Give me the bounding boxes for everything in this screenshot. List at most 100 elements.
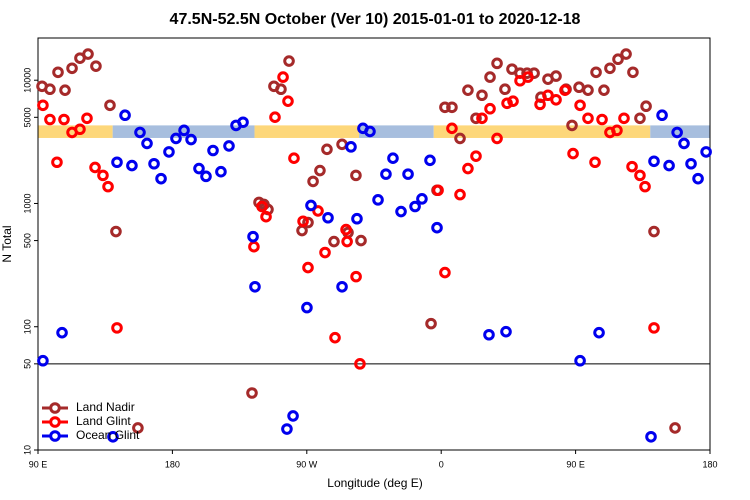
point (97, 169, 109, 182)
point (297, 215, 309, 228)
point (81, 112, 93, 125)
point (573, 81, 585, 94)
point (111, 156, 123, 169)
point (499, 83, 511, 96)
point (336, 280, 348, 293)
point (439, 266, 451, 279)
point (618, 112, 630, 125)
point (611, 124, 623, 137)
point (215, 165, 227, 178)
point (355, 234, 367, 247)
point (501, 97, 513, 110)
point (620, 48, 632, 60)
point (155, 172, 167, 185)
x-tick-label: 90 W (296, 459, 318, 469)
point (248, 240, 260, 253)
point (58, 113, 70, 126)
point (645, 430, 657, 443)
point (119, 109, 131, 122)
point (574, 354, 586, 367)
x-tick-label: 90 E (566, 459, 585, 469)
point (663, 159, 675, 172)
point (246, 387, 258, 399)
point (483, 328, 495, 341)
point (82, 48, 94, 60)
point (163, 146, 175, 158)
x-tick-label: 0 (439, 459, 444, 469)
point (639, 180, 651, 193)
point (500, 325, 512, 338)
point (678, 137, 690, 150)
y-tick-label: 100 (22, 319, 32, 334)
point (582, 84, 594, 96)
point (470, 150, 482, 162)
point (74, 123, 86, 136)
band-segment (433, 125, 651, 138)
point (648, 225, 660, 238)
point (51, 156, 63, 169)
point (542, 89, 554, 102)
point (454, 188, 466, 201)
point (593, 326, 605, 339)
point (37, 354, 49, 367)
point (341, 235, 353, 248)
point (648, 322, 660, 334)
legend-marker (49, 416, 61, 428)
point (598, 84, 610, 96)
point (111, 322, 123, 334)
point (281, 423, 293, 435)
point (193, 162, 205, 175)
point (89, 161, 101, 174)
point (559, 84, 571, 96)
point (102, 180, 114, 193)
point (446, 122, 458, 135)
point (302, 261, 314, 274)
point (59, 84, 71, 96)
point (402, 168, 414, 180)
point (589, 156, 601, 169)
x-tick-label: 180 (702, 459, 717, 469)
point (685, 157, 697, 170)
point (249, 280, 261, 293)
point (288, 152, 300, 164)
point (462, 84, 474, 96)
point (126, 159, 138, 172)
plot-frame (37, 37, 711, 451)
legend-marker (49, 430, 61, 442)
x-tick-label: 90 E (29, 459, 48, 469)
point (282, 95, 294, 107)
point (648, 155, 660, 168)
chart-title: 47.5N-52.5N October (Ver 10) 2015-01-01 … (170, 11, 581, 28)
point (350, 169, 362, 182)
point (287, 410, 299, 422)
point (604, 62, 616, 75)
point (409, 200, 421, 213)
point (269, 111, 281, 124)
point (671, 126, 683, 139)
point (550, 70, 562, 82)
point (534, 98, 546, 111)
point (260, 210, 272, 223)
x-axis-label: Longitude (deg E) (327, 476, 422, 490)
point (170, 132, 182, 145)
y-tick-label: 10000 (22, 68, 32, 93)
point (582, 112, 594, 125)
point (424, 154, 436, 167)
point (207, 144, 219, 157)
point (462, 162, 474, 175)
point (454, 132, 466, 145)
point (247, 230, 259, 243)
point (550, 93, 562, 106)
point (351, 212, 363, 225)
point (200, 170, 212, 183)
y-tick-label: 50 (22, 359, 32, 369)
point (52, 66, 64, 79)
point (141, 137, 153, 150)
band-segment (254, 125, 360, 138)
x-tick-label: 180 (165, 459, 180, 469)
point (380, 168, 392, 180)
point (491, 132, 503, 145)
point (319, 246, 331, 259)
point (56, 326, 68, 339)
